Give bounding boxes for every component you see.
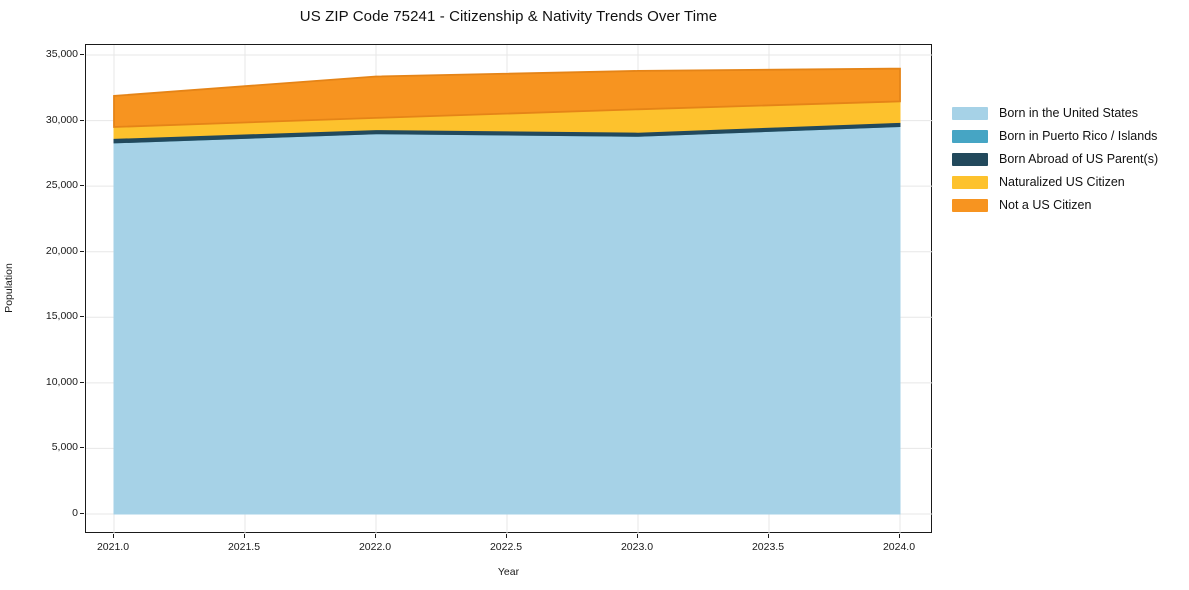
y-tick-label: 10,000 [45,375,78,388]
legend-swatch-icon [952,198,988,212]
area-series-4 [113,67,901,128]
x-tick-label: 2022.5 [489,541,523,553]
y-tick-label: 15,000 [45,310,78,323]
legend-item-1: Born in Puerto Rico / Islands [952,129,1158,143]
stacked-area-chart [86,45,933,534]
y-axis-label: Population [3,263,15,313]
y-tick-mark [80,119,84,121]
x-tick-label: 2022.0 [358,541,392,553]
y-tick-label: 25,000 [45,179,78,192]
legend-item-0: Born in the United States [952,106,1158,120]
x-tick-label: 2021.0 [96,541,130,553]
legend-label: Naturalized US Citizen [999,175,1125,189]
y-tick-label: 20,000 [45,244,78,257]
x-tick-label: 2023.5 [751,541,785,553]
x-axis-label: Year [497,566,520,578]
chart-title: US ZIP Code 75241 - Citizenship & Nativi… [299,8,718,25]
x-tick-label: 2021.5 [227,541,261,553]
legend-item-4: Not a US Citizen [952,198,1158,212]
y-tick-label: 5,000 [51,441,78,454]
y-tick-mark [80,54,84,55]
legend-swatch-icon [952,152,988,166]
y-tick-mark [80,447,84,449]
y-tick-mark [80,316,84,318]
y-tick-mark [80,185,84,187]
x-tick-mark [375,534,376,538]
legend-swatch-icon [952,129,988,143]
y-tick-label: 0 [72,507,78,519]
legend-item-3: Naturalized US Citizen [952,175,1158,189]
legend-item-2: Born Abroad of US Parent(s) [952,152,1158,166]
x-tick-mark [768,534,769,538]
legend-swatch-icon [952,106,988,120]
x-tick-label: 2024.0 [882,541,916,553]
x-tick-mark [113,534,114,538]
x-tick-mark [244,534,245,538]
y-tick-mark [80,381,84,383]
x-tick-mark [899,534,900,538]
legend-swatch-icon [952,175,988,189]
legend-label: Not a US Citizen [999,198,1092,212]
x-tick-label: 2023.0 [620,541,654,553]
plot-area [85,44,933,534]
y-tick-label: 30,000 [45,113,78,126]
area-series-0 [113,125,901,515]
legend: Born in the United States Born in Puerto … [952,106,1158,212]
y-tick-mark [80,513,84,514]
x-tick-mark [506,534,507,538]
legend-label: Born in the United States [999,106,1138,120]
y-tick-label: 35,000 [45,48,78,60]
y-tick-mark [80,250,84,252]
legend-label: Born Abroad of US Parent(s) [999,152,1159,166]
x-tick-mark [637,534,638,538]
legend-label: Born in Puerto Rico / Islands [999,129,1158,143]
